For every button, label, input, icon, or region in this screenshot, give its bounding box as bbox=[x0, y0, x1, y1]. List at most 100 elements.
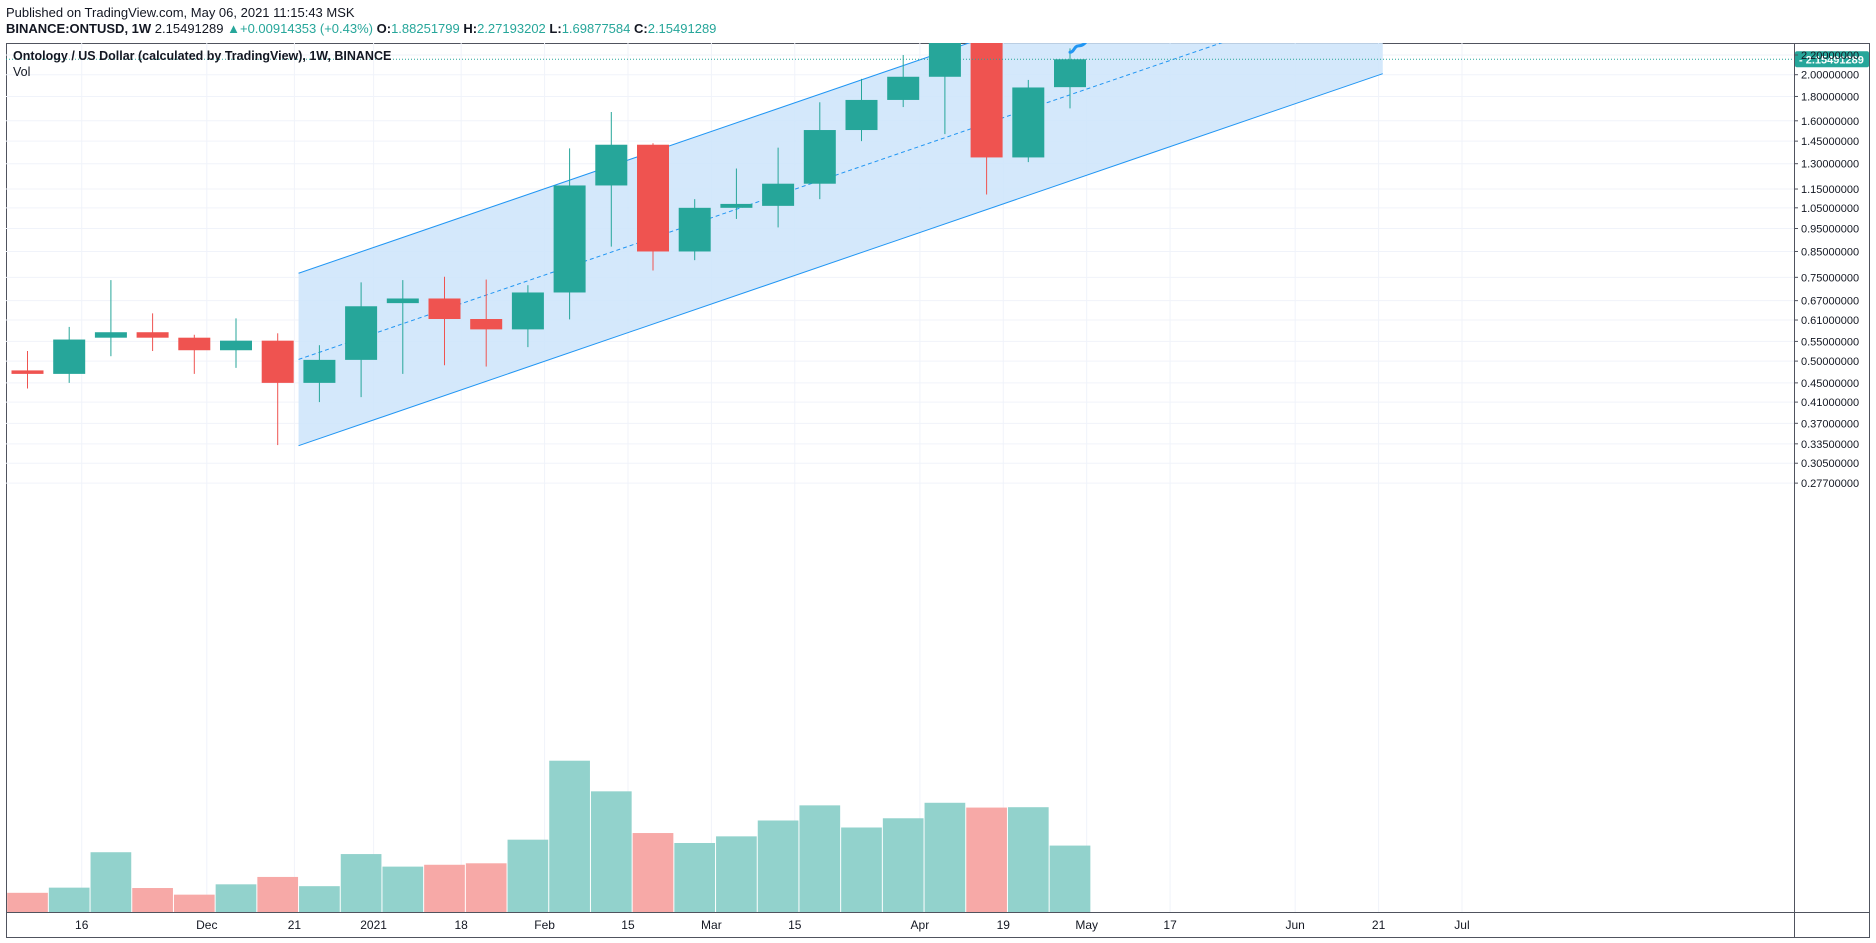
close-value: 2.15491289 bbox=[647, 21, 717, 36]
volume-bar bbox=[132, 888, 173, 912]
chart-title: Ontology / US Dollar (calculated by Trad… bbox=[13, 49, 391, 63]
volume-bar bbox=[799, 805, 841, 912]
last-price-line: - 2.15491289 bbox=[6, 51, 1869, 68]
candle-body[interactable] bbox=[261, 340, 294, 383]
time-tick-label: Dec bbox=[196, 918, 217, 932]
volume-bar bbox=[549, 760, 590, 912]
price-tick-label: 1.30000000 bbox=[1801, 159, 1859, 171]
candle-body[interactable] bbox=[678, 207, 711, 252]
time-tick-label: Jun bbox=[1286, 918, 1305, 932]
candle-body[interactable] bbox=[511, 292, 544, 330]
price-tick-label: 0.67000000 bbox=[1801, 296, 1859, 308]
price-tick-label: 0.61000000 bbox=[1801, 315, 1859, 327]
volume-bar bbox=[7, 892, 48, 912]
candle-body[interactable] bbox=[11, 370, 44, 374]
time-tick-label: May bbox=[1075, 918, 1098, 932]
volume-bar bbox=[90, 852, 132, 912]
time-tick-label: Mar bbox=[701, 918, 722, 932]
candle-body[interactable] bbox=[637, 144, 669, 252]
candle-body[interactable] bbox=[178, 337, 211, 351]
channel-mid-line[interactable] bbox=[298, 0, 1383, 360]
volume-bar bbox=[966, 807, 1007, 912]
low-label: L: bbox=[549, 21, 562, 36]
price-tick-label: 1.05000000 bbox=[1801, 203, 1859, 215]
price-tick-label: 1.45000000 bbox=[1801, 136, 1859, 148]
price-tick-label: 1.80000000 bbox=[1801, 91, 1859, 103]
volume-bar bbox=[882, 818, 924, 912]
published-caption: Published on TradingView.com, May 06, 20… bbox=[6, 5, 355, 20]
open-label: O: bbox=[376, 21, 392, 36]
volume-bar bbox=[215, 884, 257, 912]
volume-bar bbox=[48, 887, 90, 912]
candle-body[interactable] bbox=[595, 144, 628, 186]
price-tick-label: 0.27700000 bbox=[1801, 478, 1859, 490]
volume-bar bbox=[716, 836, 757, 912]
volume-bar bbox=[1049, 845, 1091, 912]
low-value: 1.69877584 bbox=[561, 21, 631, 36]
last-price-tag-label: - 2.15491289 bbox=[1799, 54, 1864, 66]
symbol-label: BINANCE:ONTUSD, 1W bbox=[6, 21, 152, 36]
high-value: 2.27193202 bbox=[477, 21, 546, 36]
volume-bar bbox=[173, 894, 215, 912]
close-label: C: bbox=[634, 21, 648, 36]
candle-body[interactable] bbox=[345, 306, 378, 360]
volume-bar bbox=[382, 866, 424, 912]
high-label: H: bbox=[463, 21, 478, 36]
volume-bar bbox=[424, 864, 465, 912]
volume-bar bbox=[632, 833, 674, 912]
price-tick-label: 0.55000000 bbox=[1801, 336, 1859, 348]
channel-upper-line[interactable] bbox=[298, 0, 1383, 274]
time-tick-label: Feb bbox=[534, 918, 555, 932]
candle-body[interactable] bbox=[553, 185, 586, 293]
channel-fill bbox=[298, 0, 1383, 446]
price-tick-label: 1.15000000 bbox=[1801, 184, 1859, 196]
price-tick-label: 0.50000000 bbox=[1801, 356, 1859, 368]
time-tick-label: 15 bbox=[621, 918, 635, 932]
volume-label: Vol bbox=[13, 65, 30, 79]
volume-bar bbox=[674, 842, 716, 912]
last-price-tag bbox=[1795, 51, 1869, 68]
time-tick-label: 16 bbox=[75, 918, 89, 932]
volume-bar bbox=[924, 802, 966, 912]
price-tick-label: 2.20000000 bbox=[1801, 50, 1859, 62]
candle-body[interactable] bbox=[845, 99, 878, 131]
candle-body[interactable] bbox=[470, 319, 503, 330]
chart-frame[interactable]: - 2.15491289 3.600000003.200000002.80000… bbox=[6, 0, 1870, 938]
candle-body[interactable] bbox=[386, 298, 419, 304]
candle-body[interactable] bbox=[1054, 59, 1086, 88]
candle-body[interactable] bbox=[53, 339, 86, 374]
ticker-line: BINANCE:ONTUSD, 1W 2.15491289 ▲+0.009143… bbox=[6, 21, 716, 36]
candle-body[interactable] bbox=[303, 359, 336, 383]
candle-body[interactable] bbox=[428, 298, 461, 320]
candle-body[interactable] bbox=[94, 332, 127, 338]
volume-bars bbox=[7, 760, 1091, 912]
candle-body[interactable] bbox=[803, 130, 836, 184]
volume-bar bbox=[299, 886, 340, 912]
axes[interactable]: 3.600000003.200000002.800000002.50000000… bbox=[6, 0, 1870, 938]
volume-bar bbox=[465, 863, 507, 912]
price-tick-label: 0.41000000 bbox=[1801, 397, 1859, 409]
parallel-channel[interactable] bbox=[298, 0, 1383, 447]
price-tick-label: 0.75000000 bbox=[1801, 272, 1859, 284]
volume-bar bbox=[340, 854, 382, 912]
candle-body[interactable] bbox=[720, 203, 753, 208]
volume-bar bbox=[507, 839, 549, 912]
time-tick-label: 15 bbox=[788, 918, 802, 932]
candle-body[interactable] bbox=[887, 76, 920, 100]
time-tick-label: 21 bbox=[1372, 918, 1386, 932]
candle-body[interactable] bbox=[220, 340, 252, 351]
last-price: 2.15491289 bbox=[154, 21, 224, 36]
channel-lower-line[interactable] bbox=[298, 73, 1383, 447]
price-tick-label: 0.33500000 bbox=[1801, 439, 1859, 451]
time-tick-label: 17 bbox=[1163, 918, 1177, 932]
price-tick-label: 1.60000000 bbox=[1801, 116, 1859, 128]
candle-body[interactable] bbox=[136, 332, 169, 338]
candles[interactable] bbox=[11, 3, 1087, 446]
candle-body[interactable] bbox=[762, 183, 795, 206]
price-chart[interactable]: - 2.15491289 3.600000003.200000002.80000… bbox=[6, 0, 1870, 938]
volume-bar bbox=[841, 827, 882, 912]
candle-body[interactable] bbox=[928, 37, 961, 77]
candle-body[interactable] bbox=[1012, 87, 1045, 158]
candle-body[interactable] bbox=[970, 37, 1003, 158]
price-tick-label: 0.30500000 bbox=[1801, 458, 1859, 470]
